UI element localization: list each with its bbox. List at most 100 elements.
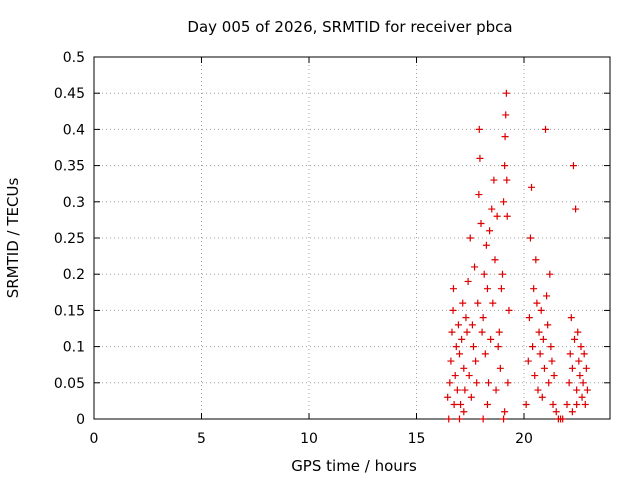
data-point <box>452 343 460 351</box>
data-point <box>454 321 462 329</box>
y-tick-label: 0.4 <box>63 122 85 138</box>
data-point <box>552 408 560 416</box>
data-point <box>542 125 549 133</box>
data-point <box>526 234 534 242</box>
data-point <box>524 357 532 365</box>
x-tick-label: 5 <box>197 431 206 447</box>
data-point <box>463 328 471 336</box>
y-tick-label: 0.5 <box>63 50 85 66</box>
chart-title: Day 005 of 2026, SRMTID for receiver pbc… <box>187 18 512 36</box>
data-point <box>497 285 505 293</box>
data-point <box>544 321 552 329</box>
data-point <box>583 386 591 394</box>
data-point <box>522 401 530 409</box>
y-tick-label: 0.15 <box>54 303 85 319</box>
data-point <box>533 299 541 307</box>
data-point <box>447 357 455 365</box>
data-point <box>581 401 589 409</box>
data-point <box>504 379 512 387</box>
data-point <box>501 133 509 141</box>
data-point <box>453 386 461 394</box>
data-point <box>536 350 544 358</box>
data-point <box>490 176 498 184</box>
data-point <box>456 350 463 358</box>
data-point <box>478 328 486 336</box>
data-point <box>479 415 487 423</box>
data-point <box>543 292 551 300</box>
data-point <box>471 263 479 271</box>
data-point <box>464 277 472 285</box>
data-point <box>573 401 581 409</box>
data-point <box>572 205 580 213</box>
data-point <box>539 335 547 343</box>
data-point <box>457 401 465 409</box>
data-point <box>444 393 452 401</box>
data-point <box>534 386 542 394</box>
y-tick-label: 0.25 <box>54 231 85 247</box>
data-point <box>494 343 502 351</box>
data-point <box>503 212 511 220</box>
data-point <box>473 379 481 387</box>
data-point <box>462 314 470 322</box>
data-point <box>501 408 509 416</box>
data-point <box>537 306 545 314</box>
y-axis-label: SRMTID / TECUs <box>4 178 22 299</box>
data-point <box>493 212 501 220</box>
x-tick-label: 15 <box>408 431 426 447</box>
data-point <box>573 386 581 394</box>
data-point <box>568 364 576 372</box>
data-point <box>483 285 491 293</box>
data-point <box>482 241 490 249</box>
data-point <box>472 357 480 365</box>
data-point <box>547 343 555 351</box>
data-point <box>456 415 463 423</box>
data-point <box>469 343 477 351</box>
data-point <box>448 328 456 336</box>
data-point <box>449 306 457 314</box>
data-point <box>486 227 494 235</box>
data-point <box>568 408 576 416</box>
data-point <box>477 220 485 228</box>
data-point <box>485 379 493 387</box>
data-point <box>495 328 503 336</box>
data-point <box>548 357 556 365</box>
data-point <box>569 162 577 170</box>
data-point <box>474 299 482 307</box>
data-point <box>505 306 513 314</box>
data-point <box>481 350 489 358</box>
data-point <box>496 364 504 372</box>
data-point <box>525 314 533 322</box>
data-point <box>476 154 484 162</box>
data-point <box>559 415 567 423</box>
data-point <box>475 125 483 133</box>
y-tick-label: 0.3 <box>63 195 85 211</box>
data-point <box>458 335 466 343</box>
data-point <box>503 176 511 184</box>
data-point <box>566 350 574 358</box>
data-point <box>502 89 510 97</box>
data-point <box>500 198 508 206</box>
data-point <box>529 343 537 351</box>
data-point <box>501 162 509 170</box>
data-point <box>492 386 500 394</box>
data-point <box>465 372 473 380</box>
data-point <box>480 270 488 278</box>
data-point <box>575 357 583 365</box>
data-point <box>576 372 584 380</box>
data-point <box>460 408 468 416</box>
data-point <box>491 256 499 264</box>
data-point <box>549 401 557 409</box>
y-tick-label: 0 <box>76 412 85 428</box>
data-point <box>582 364 590 372</box>
data-point <box>563 401 571 409</box>
data-point <box>545 379 553 387</box>
data-point <box>460 364 468 372</box>
data-point <box>540 364 548 372</box>
data-point <box>475 191 483 199</box>
data-point <box>451 372 459 380</box>
data-point <box>528 183 536 191</box>
x-tick-label: 0 <box>90 431 99 447</box>
data-point <box>483 401 491 409</box>
data-point <box>502 111 510 119</box>
